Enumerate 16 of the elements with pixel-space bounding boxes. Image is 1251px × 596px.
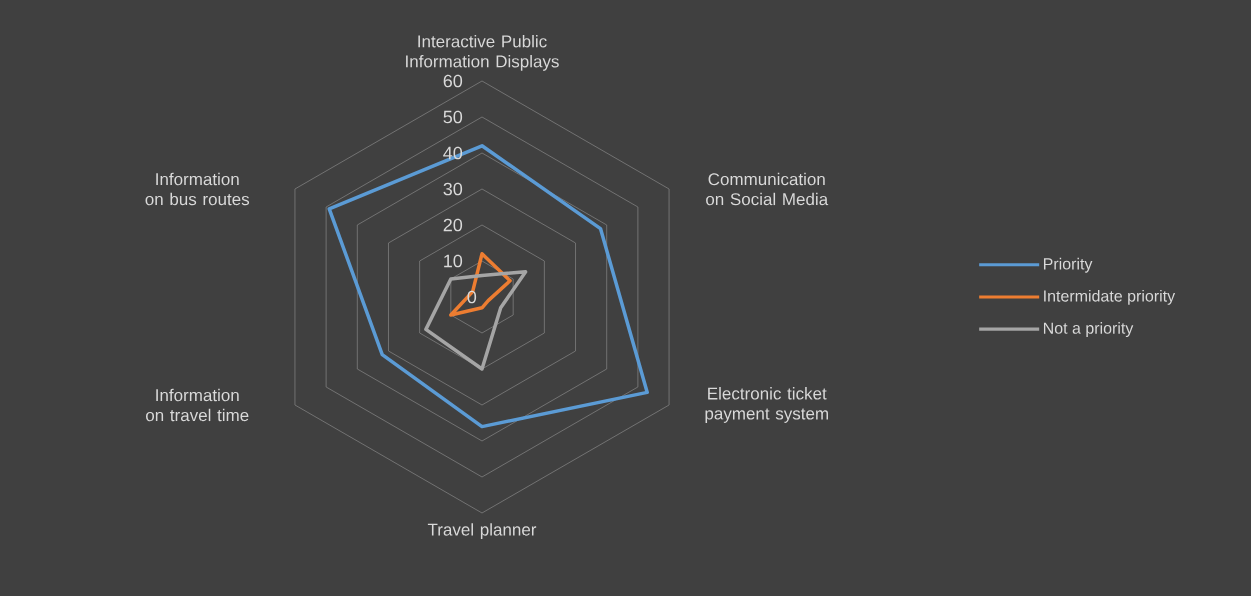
y-tick-label: 20: [443, 218, 463, 232]
y-tick-label: 60: [443, 74, 463, 88]
spoke-label: Information on bus routes: [145, 172, 250, 206]
y-tick-label: 40: [443, 146, 463, 160]
spoke-label: Interactive Public Information Displays: [406, 34, 559, 71]
legend-label: Not a priority: [1043, 322, 1134, 337]
spoke-label: Electronic ticket payment system: [705, 387, 828, 423]
legend-label: Priority: [1043, 257, 1093, 273]
legend-label: Intermidate priority: [1044, 289, 1176, 305]
spoke-label: Communication on Social Media: [706, 172, 829, 206]
spoke-label: Information on travel time: [146, 388, 249, 422]
y-tick-label: 50: [443, 110, 463, 124]
spoke-label: Travel planner: [427, 523, 537, 540]
y-tick-label: 0: [467, 290, 477, 304]
y-tick-label: 30: [443, 182, 463, 196]
y-tick-label: 10: [444, 254, 463, 268]
